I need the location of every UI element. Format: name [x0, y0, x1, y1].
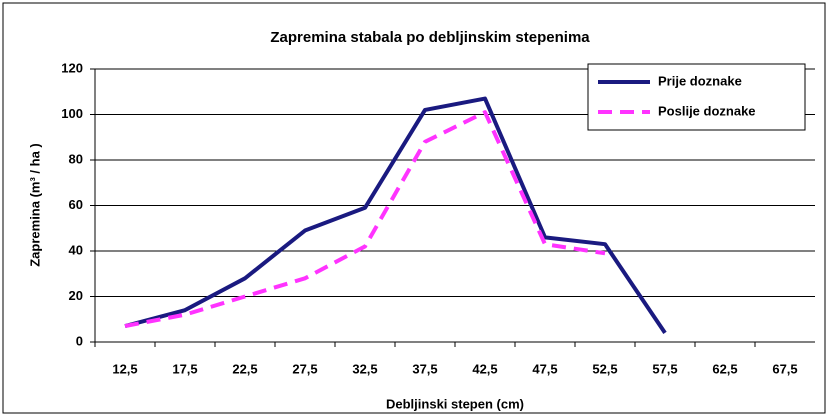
y-tick-label: 0 [76, 333, 83, 348]
legend-box [587, 63, 806, 131]
legend-label: Poslije doznake [658, 103, 756, 118]
x-tick-label: 67,5 [772, 361, 797, 376]
x-axis-label: Debljinski stepen (cm) [386, 396, 524, 411]
series-line [124, 96, 667, 335]
legend-label: Prije doznake [658, 73, 742, 88]
x-tick-label: 42,5 [472, 361, 497, 376]
x-tick-label: 17,5 [172, 361, 197, 376]
x-tick-label: 22,5 [232, 361, 257, 376]
y-tick-label: 20 [69, 288, 83, 303]
y-tick-label: 40 [69, 242, 83, 257]
y-axis-label: Zapremina (m³ / ha ) [27, 143, 42, 267]
y-tick-label: 80 [69, 151, 83, 166]
x-tick-label: 12,5 [112, 361, 137, 376]
y-tick-label: 100 [61, 106, 83, 121]
x-tick-label: 57,5 [652, 361, 677, 376]
x-tick-label: 62,5 [712, 361, 737, 376]
x-tick-label: 52,5 [592, 361, 617, 376]
y-tick-label: 120 [61, 60, 83, 75]
series-line [124, 110, 606, 329]
y-tick-label: 60 [69, 197, 83, 212]
x-tick-label: 37,5 [412, 361, 437, 376]
x-tick-label: 47,5 [532, 361, 557, 376]
x-tick-label: 32,5 [352, 361, 377, 376]
chart-title: Zapremina stabala po debljinskim stepeni… [270, 29, 590, 46]
x-tick-label: 27,5 [292, 361, 317, 376]
